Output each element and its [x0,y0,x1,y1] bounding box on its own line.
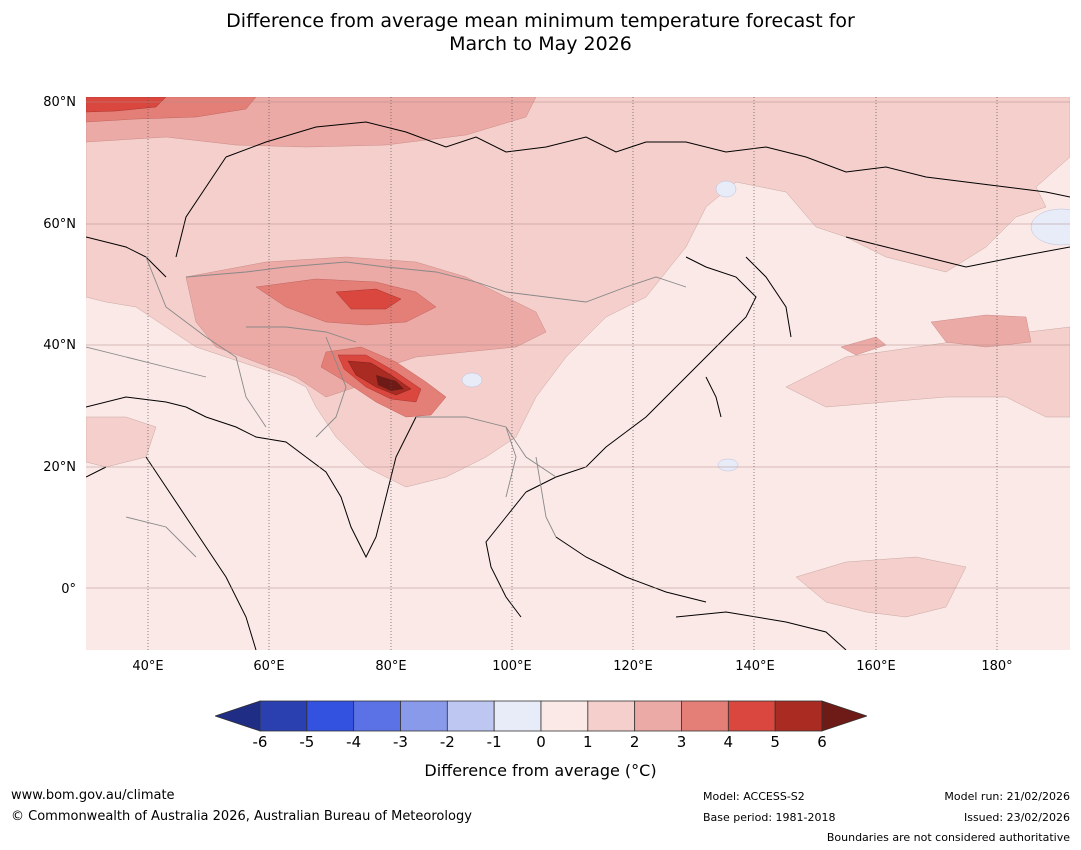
colorbar-tick-label: 5 [770,733,780,751]
lat-label-80n: 80°N [43,95,76,110]
colorbar-tick-label: 1 [583,733,593,751]
coastlines [86,121,1070,650]
colorbar-swatch [493,700,542,732]
colorbar-tick-label: 3 [676,733,687,751]
latitude-gridlines [86,101,1070,589]
chart-title: Difference from average mean minimum tem… [0,10,1081,56]
colorbar-swatch [681,700,729,732]
anomaly-region-cool-siberia [715,180,737,198]
colorbar-swatch [587,700,636,732]
colorbar-tick-label: -4 [346,733,362,751]
colorbar-swatch [353,700,401,732]
lon-label-160e: 160°E [856,659,896,674]
lon-label-140e: 140°E [735,659,775,674]
colorbar-tick-label: -1 [486,733,502,751]
colorbar-swatch [259,700,308,732]
colorbar-tick-label: -3 [393,733,408,751]
model-name: Model: ACCESS-S2 [703,790,805,803]
colorbar-swatch [727,700,776,732]
colorbar-tick-label: 2 [629,733,640,751]
colorbar-label: Difference from average (°C) [424,761,657,780]
colorbar-swatch [774,700,823,732]
colorbar-swatch [540,700,589,732]
colorbar-tick-label: 4 [723,733,734,751]
title-line-1: Difference from average mean minimum tem… [226,10,855,32]
colorbar-extend-low [215,700,261,732]
anomaly-region-cool-tibet [461,372,483,388]
anomaly-region-4to5-kazakhstan [335,288,402,310]
lat-label-0: 0° [61,582,76,597]
colorbar [215,700,867,732]
anomaly-region-cool-pacific [1030,208,1070,246]
lon-label-100e: 100°E [492,659,532,674]
colorbar-swatch [634,700,682,732]
country-boundaries [86,256,687,558]
lat-label-60n: 60°N [43,217,76,232]
colorbar-tick-label: 0 [536,733,546,751]
copyright-text: © Commonwealth of Australia 2026, Austra… [11,809,472,824]
model-run-date: Model run: 21/02/2026 [944,790,1070,803]
longitude-gridlines [147,97,998,650]
lon-label-120e: 120°E [613,659,653,674]
colorbar-swatch [400,700,448,732]
anomaly-region-cool-philippine-sea [717,458,739,472]
lon-label-80e: 80°E [375,659,407,674]
colorbar-swatch [446,700,495,732]
lon-label-40e: 40°E [132,659,164,674]
website-link[interactable]: www.bom.gov.au/climate [11,788,175,803]
colorbar-tick-label: -6 [252,733,268,751]
boundary-disclaimer: Boundaries are not considered authoritat… [826,831,1070,844]
anomaly-region-2to3-pacific [930,314,1032,348]
base-period: Base period: 1981-2018 [703,811,836,824]
issued-date: Issued: 23/02/2026 [963,811,1070,824]
lat-label-40n: 40°N [43,338,76,353]
anomaly-region-4to5-arctic [86,97,167,113]
forecast-map [86,97,1070,650]
colorbar-tick-label: -5 [299,733,315,751]
lon-label-60e: 60°E [253,659,285,674]
colorbar-tick-label: -2 [439,733,455,751]
title-line-2: March to May 2026 [449,33,632,55]
colorbar-extend-high [821,700,867,732]
anomaly-region-1to2-pacific [785,326,1070,418]
colorbar-tick-label: 6 [817,733,827,751]
anomaly-region-1to2-equatorial [795,556,967,618]
anomaly-region-over6-tibet [376,375,404,391]
colorbar-swatch [306,700,355,732]
lat-label-20n: 20°N [43,460,76,475]
lon-label-180: 180° [981,659,1013,674]
